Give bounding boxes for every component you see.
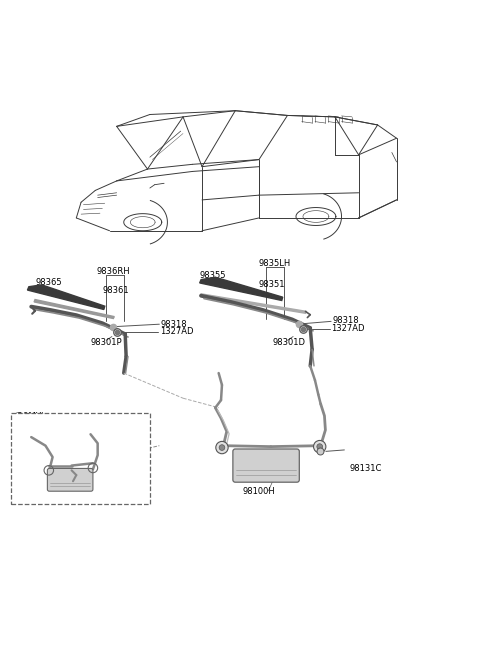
Text: 98351: 98351 [259,280,286,289]
Text: 98100: 98100 [52,481,78,490]
Polygon shape [200,294,306,314]
Text: 98318: 98318 [333,316,359,325]
Text: 98131C: 98131C [349,464,382,473]
FancyBboxPatch shape [233,449,300,482]
Text: 98301P: 98301P [91,338,122,347]
Polygon shape [34,300,114,319]
Text: 9836RH: 9836RH [96,266,131,276]
Text: 9835LH: 9835LH [258,259,290,268]
Text: 98355: 98355 [200,272,226,280]
Text: 98100H: 98100H [242,487,275,496]
Polygon shape [27,285,105,310]
Text: (20MY): (20MY) [14,412,45,420]
Circle shape [313,440,326,453]
Circle shape [219,445,225,451]
Text: 98365: 98365 [35,278,61,287]
Text: 98301D: 98301D [272,338,305,347]
Polygon shape [200,277,283,300]
Circle shape [317,443,323,449]
FancyBboxPatch shape [48,468,93,491]
Bar [12,413,150,504]
Text: 98361: 98361 [102,286,129,295]
Text: 1327AD: 1327AD [160,327,193,337]
Text: 1327AD: 1327AD [332,324,365,333]
Text: 98318: 98318 [161,319,187,329]
Circle shape [216,441,228,454]
Text: 98100H: 98100H [14,443,48,452]
